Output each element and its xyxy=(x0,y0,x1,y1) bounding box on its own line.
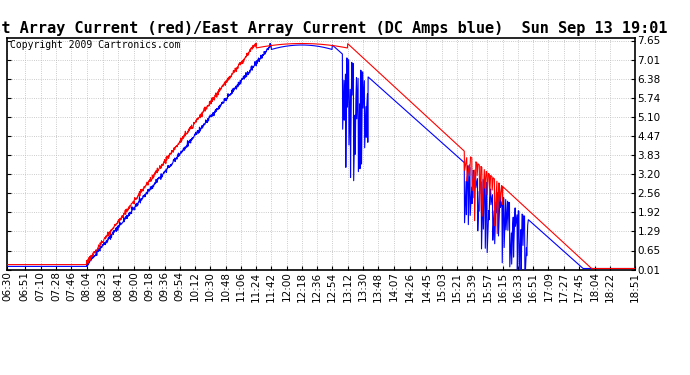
Text: Copyright 2009 Cartronics.com: Copyright 2009 Cartronics.com xyxy=(10,40,180,50)
Title: West Array Current (red)/East Array Current (DC Amps blue)  Sun Sep 13 19:01: West Array Current (red)/East Array Curr… xyxy=(0,21,668,36)
